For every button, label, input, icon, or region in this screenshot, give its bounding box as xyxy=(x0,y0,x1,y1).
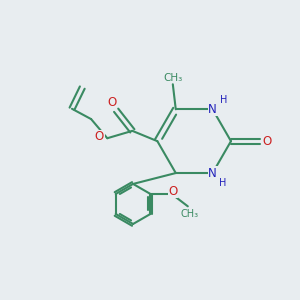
Text: H: H xyxy=(220,95,227,105)
Text: CH₃: CH₃ xyxy=(180,209,198,219)
Text: H: H xyxy=(219,178,226,188)
Text: N: N xyxy=(208,103,217,116)
Text: O: O xyxy=(95,130,104,143)
Text: O: O xyxy=(169,184,178,197)
Text: CH₃: CH₃ xyxy=(163,73,182,83)
Text: O: O xyxy=(107,95,116,109)
Text: N: N xyxy=(208,167,217,179)
Text: O: O xyxy=(262,135,272,148)
